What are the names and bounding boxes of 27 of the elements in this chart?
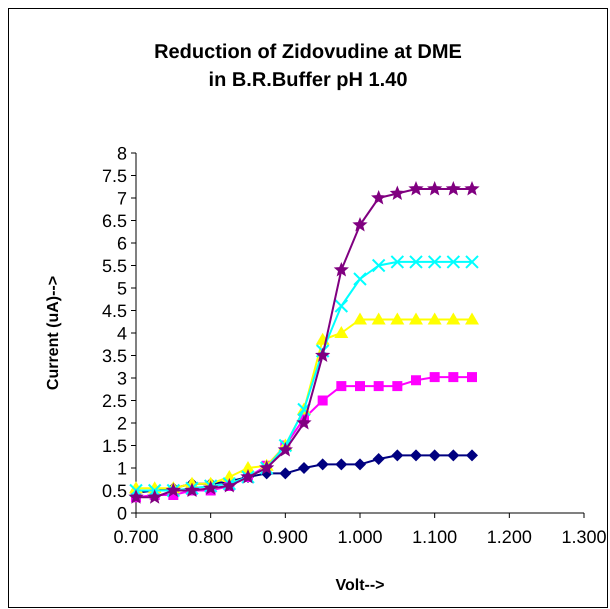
y-tick-label: 4 [116, 323, 127, 344]
y-tick-label: 3 [116, 368, 127, 388]
y-tick-label: 2 [116, 413, 127, 434]
x-tick-label: 1.100 [412, 527, 458, 547]
chart-title: Reduction of Zidovudine at DME in B.R.Buffer pH 1.40 [154, 41, 462, 91]
y-tick-label: 8 [116, 143, 127, 164]
y-tick-label: 5 [116, 278, 127, 298]
x-tick-label: 0.900 [262, 527, 308, 547]
y-tick-label: 5.5 [102, 256, 127, 276]
y-tick-label: 0.5 [102, 480, 127, 501]
y-tick-label: 7 [116, 188, 127, 208]
x-axis-title: Volt--> [335, 577, 385, 594]
x-tick-label: 1.300 [561, 527, 607, 547]
x-tick-label: 1.200 [486, 527, 532, 547]
y-tick-label: 6.5 [102, 210, 127, 231]
y-tick-label: 1 [116, 458, 127, 478]
y-tick-label: 6 [116, 233, 127, 254]
y-tick-label: 4.5 [102, 300, 127, 321]
x-tick-label: 0.700 [113, 527, 159, 547]
y-axis-title: Current (uA)--> [45, 276, 62, 390]
y-tick-label: 2.5 [102, 390, 127, 411]
x-tick-label: 0.800 [188, 527, 234, 547]
x-tick-label: 1.000 [337, 527, 383, 547]
y-tick-label: 3.5 [102, 346, 127, 366]
y-tick-label: 1.5 [102, 436, 127, 456]
y-tick-label: 7.5 [102, 166, 127, 186]
y-tick-label: 0 [116, 503, 127, 524]
